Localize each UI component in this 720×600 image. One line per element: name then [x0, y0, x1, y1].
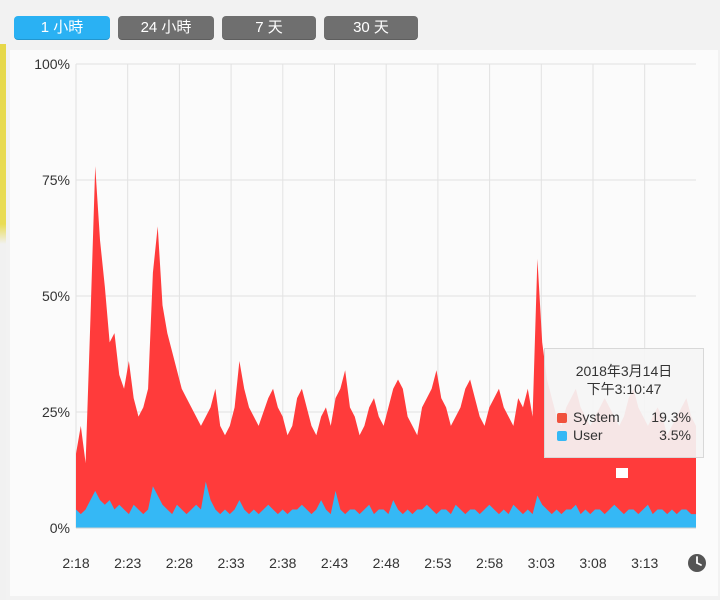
- x-tick-label: 3:08: [579, 555, 606, 571]
- x-tick-label: 2:53: [424, 555, 451, 571]
- x-tick-label: 2:23: [114, 555, 141, 571]
- system-swatch: [557, 413, 567, 423]
- tooltip-user-value: 3.5%: [659, 427, 691, 443]
- x-tick-label: 2:18: [62, 555, 89, 571]
- x-tick-label: 2:28: [166, 555, 193, 571]
- cpu-chart-panel: 100% 75% 50% 25% 0% 2:18 2:23 2:28 2:33 2:38 2:43 2…: [10, 50, 718, 596]
- y-tick-label: 75%: [42, 172, 70, 188]
- y-tick-label: 0%: [50, 520, 70, 536]
- tab-30-days[interactable]: 30 天: [324, 16, 418, 40]
- background-window-edge: [0, 44, 6, 600]
- y-tick-label: 25%: [42, 404, 70, 420]
- chart-tooltip: 2018年3月14日 下午3:10:47 System 19.3% User 3…: [544, 348, 704, 458]
- tab-7-days[interactable]: 7 天: [222, 16, 316, 40]
- tab-1-hour[interactable]: 1 小時: [14, 16, 110, 40]
- time-range-tabbar: 1 小時 24 小時 7 天 30 天: [14, 16, 418, 42]
- tooltip-system-value: 19.3%: [651, 409, 691, 425]
- x-tick-label: 3:13: [631, 555, 658, 571]
- x-tick-label: 2:38: [269, 555, 296, 571]
- x-tick-label: 2:43: [321, 555, 348, 571]
- clock-icon[interactable]: [687, 553, 707, 573]
- tab-24-hours[interactable]: 24 小時: [118, 16, 214, 40]
- series-system-area: [76, 166, 696, 528]
- y-tick-label: 50%: [42, 288, 70, 304]
- series-user-area: [76, 481, 696, 528]
- x-tick-label: 2:33: [217, 555, 244, 571]
- tooltip-user-label: User: [573, 427, 603, 443]
- tooltip-row-user: User 3.5%: [557, 427, 691, 445]
- hover-marker: [616, 468, 628, 478]
- x-tick-label: 3:03: [528, 555, 555, 571]
- x-tick-label: 2:58: [476, 555, 503, 571]
- y-tick-label: 100%: [34, 56, 70, 72]
- user-swatch: [557, 431, 567, 441]
- tooltip-time: 下午3:10:47: [586, 381, 662, 397]
- cpu-load-chart: 100% 75% 50% 25% 0% 2:18 2:23 2:28 2:33 2:38 2:43 2…: [34, 56, 696, 571]
- tooltip-date: 2018年3月14日: [575, 363, 673, 379]
- tooltip-system-label: System: [573, 409, 620, 425]
- tooltip-row-system: System 19.3%: [557, 409, 691, 427]
- x-tick-label: 2:48: [373, 555, 400, 571]
